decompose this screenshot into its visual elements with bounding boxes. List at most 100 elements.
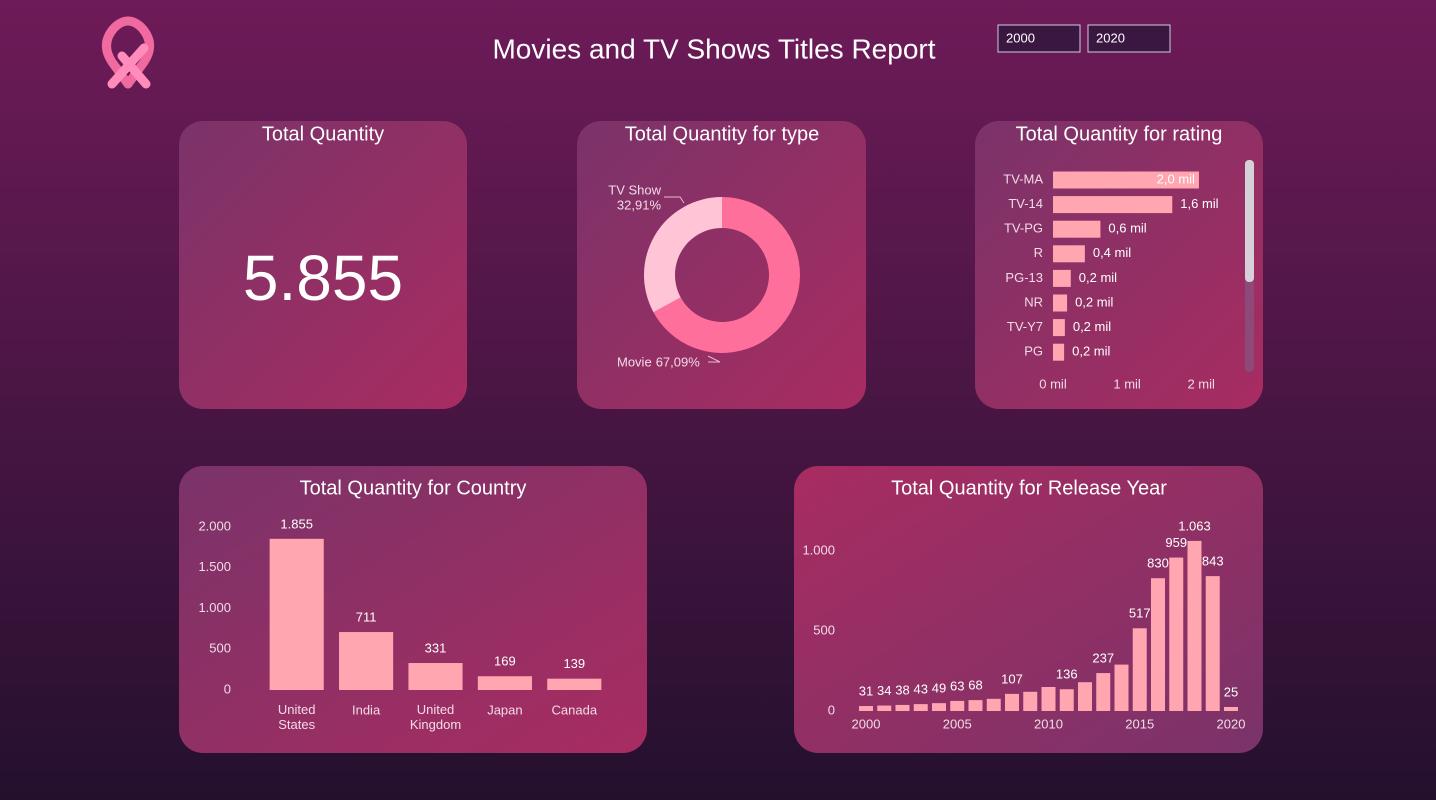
bar (1041, 687, 1056, 711)
donut-slice (653, 197, 800, 353)
bar (1151, 578, 1165, 711)
y-tick-label: TV-14 (1008, 196, 1043, 211)
filter-end[interactable]: 2020 (1096, 30, 1125, 45)
data-label: 830 (1147, 556, 1169, 571)
report-title: Movies and TV Shows Titles Report (492, 33, 935, 64)
y-tick-label: TV-Y7 (1007, 319, 1043, 334)
slice-value-label: 67,09% (656, 354, 701, 369)
card (577, 121, 866, 409)
ribbon-logo (102, 16, 154, 89)
data-label: 959 (1165, 535, 1187, 550)
bar (859, 706, 873, 711)
bar (1132, 628, 1147, 711)
data-label: 43 (914, 682, 928, 697)
data-label: 1.063 (1178, 518, 1211, 533)
y-tick-label: 500 (209, 641, 231, 656)
data-label: 0,2 mil (1073, 319, 1111, 334)
y-tick-label: 1.000 (802, 542, 835, 557)
bar (1187, 540, 1202, 711)
filter-box[interactable] (1087, 24, 1171, 53)
y-tick-label: R (1034, 245, 1043, 260)
bar (1053, 269, 1071, 287)
bar (968, 700, 983, 711)
bar (1053, 294, 1068, 312)
data-label: 34 (877, 683, 891, 698)
x-tick-label: India (352, 702, 381, 717)
bar (913, 704, 928, 711)
slice-label: Movie (617, 354, 652, 369)
data-label: 38 (895, 682, 909, 697)
bar (950, 700, 965, 711)
data-label: 169 (494, 654, 516, 669)
data-label: 25 (1224, 684, 1238, 699)
bar (1096, 673, 1111, 711)
bar (1224, 707, 1238, 711)
bar (1053, 319, 1065, 337)
leader-line (664, 196, 721, 363)
bar (1023, 691, 1038, 711)
data-label: 31 (859, 683, 873, 698)
y-tick-label: 1.000 (198, 600, 231, 615)
x-tick-label: 2015 (1125, 716, 1154, 731)
card-title: Total Quantity for Country (300, 477, 527, 499)
slice-label: TV Show (608, 182, 661, 197)
card (179, 121, 467, 409)
data-label: 0,4 mil (1093, 245, 1131, 260)
scrollbar-thumb[interactable] (1245, 160, 1254, 282)
data-label: 331 (425, 640, 447, 655)
kpi-title: Total Quantity (262, 123, 384, 145)
data-label: 1,6 mil (1180, 196, 1218, 211)
card (975, 121, 1263, 409)
data-label: 2,0 mil (1157, 171, 1195, 186)
data-label: 0,2 mil (1075, 294, 1113, 309)
x-tick-label: 2000 (852, 716, 881, 731)
data-label: 0,6 mil (1108, 221, 1146, 236)
x-tick-label: 2 mil (1187, 376, 1215, 391)
bar (269, 538, 324, 690)
y-tick-label: NR (1024, 294, 1043, 309)
bar (1205, 576, 1220, 711)
bar (1053, 245, 1085, 263)
y-tick-label: 0 (224, 681, 231, 696)
bar (408, 663, 463, 690)
card-title: Total Quantity for rating (1016, 123, 1223, 145)
bar (339, 632, 394, 690)
y-tick-label: TV-PG (1004, 221, 1043, 236)
y-tick-label: PG (1024, 344, 1043, 359)
x-tick-label: 0 mil (1039, 376, 1067, 391)
y-tick-label: 2.000 (198, 518, 231, 533)
y-tick-label: 500 (813, 622, 835, 637)
bar (1169, 557, 1184, 711)
filter-start[interactable]: 2000 (1006, 30, 1035, 45)
x-tick-label: United Kingdom (410, 702, 461, 732)
x-tick-label: United States (278, 702, 316, 732)
data-label: 711 (356, 609, 377, 624)
card-title: Total Quantity for Release Year (891, 477, 1167, 499)
data-label: 107 (1001, 671, 1023, 686)
bar (1059, 689, 1074, 711)
filter-box[interactable] (997, 24, 1081, 53)
bar (895, 704, 910, 711)
x-tick-label: Japan (487, 702, 522, 717)
bar (986, 698, 1001, 711)
x-tick-label: 2010 (1034, 716, 1063, 731)
data-label: 237 (1092, 651, 1114, 666)
data-label: 843 (1202, 554, 1224, 569)
data-label: 68 (968, 678, 982, 693)
bar (1114, 664, 1129, 711)
data-label: 49 (932, 681, 946, 696)
y-tick-label: 1.500 (198, 559, 231, 574)
y-tick-label: 0 (828, 702, 835, 717)
bar (877, 705, 892, 711)
bar (1053, 171, 1199, 189)
x-tick-label: 2020 (1217, 716, 1246, 731)
data-label: 517 (1129, 606, 1151, 621)
data-label: 0,2 mil (1072, 344, 1110, 359)
bar (547, 678, 602, 690)
slice-value-label: 32,91% (617, 197, 662, 212)
bar (1005, 693, 1019, 711)
y-tick-label: TV-MA (1003, 171, 1043, 186)
data-label: 0,2 mil (1079, 270, 1117, 285)
bar (932, 703, 946, 711)
x-tick-label: 2005 (943, 716, 972, 731)
